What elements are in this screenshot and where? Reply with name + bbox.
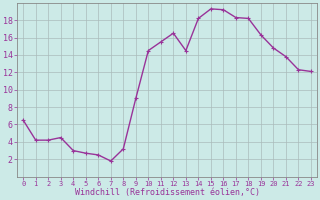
- X-axis label: Windchill (Refroidissement éolien,°C): Windchill (Refroidissement éolien,°C): [75, 188, 260, 197]
